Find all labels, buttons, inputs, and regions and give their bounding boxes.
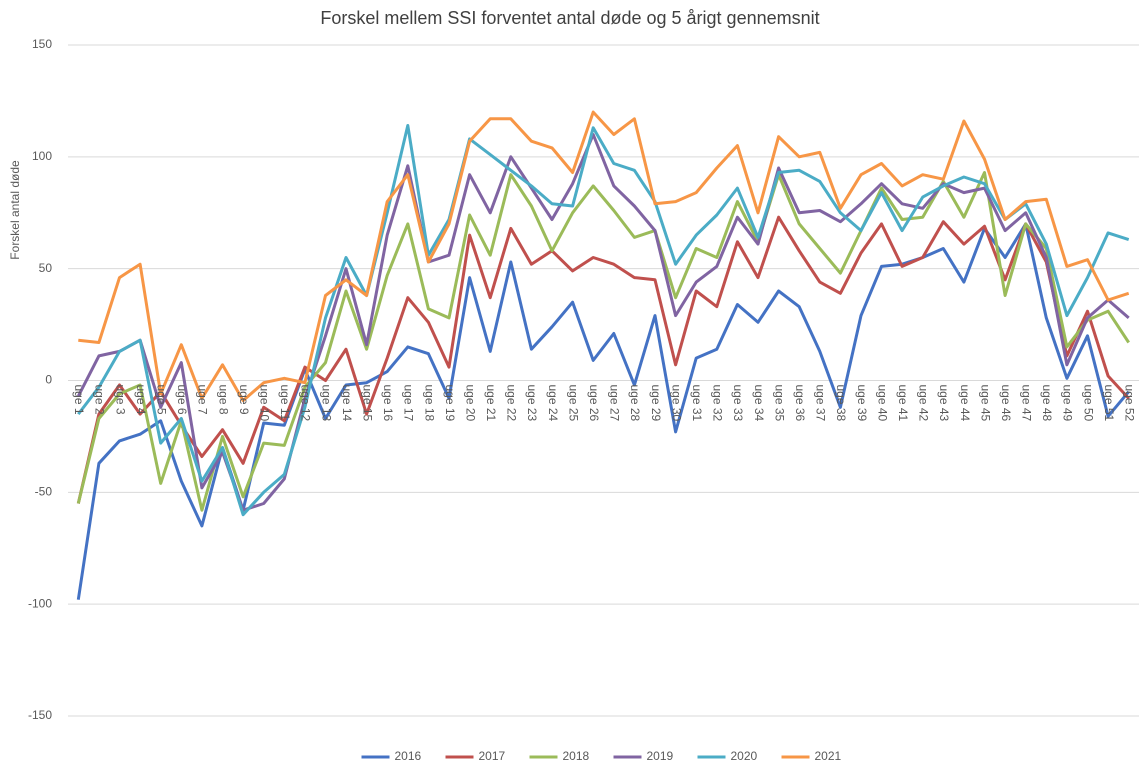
x-tick-label: uge 41 — [896, 385, 910, 422]
x-tick-label: uge 27 — [608, 385, 622, 422]
x-tick-label: uge 11 — [278, 385, 292, 421]
y-tick-label: 0 — [45, 373, 52, 387]
x-tick-label: uge 13 — [319, 385, 333, 422]
y-axis-label: Forskel antal døde — [8, 160, 22, 260]
x-tick-label: uge 4 — [134, 385, 148, 415]
legend-label: 2019 — [647, 749, 674, 763]
x-tick-label: uge 22 — [505, 385, 519, 422]
x-tick-label: uge 45 — [978, 385, 992, 422]
x-tick-label: uge 7 — [196, 385, 210, 415]
series-line — [78, 110, 1130, 403]
x-tick-label: uge 32 — [711, 385, 725, 422]
x-tick-label: uge 46 — [999, 385, 1013, 422]
x-tick-label: uge 21 — [484, 385, 498, 422]
x-tick-label: uge 33 — [731, 385, 745, 422]
legend-label: 2018 — [563, 749, 590, 763]
series-line — [77, 124, 1130, 517]
x-tick-label: uge 14 — [340, 385, 354, 422]
x-tick-label: uge 51 — [1102, 385, 1116, 422]
x-tick-label: uge 6 — [175, 385, 189, 415]
x-tick-label: uge 49 — [1061, 385, 1075, 422]
x-tick-label: uge 37 — [814, 385, 828, 422]
x-tick-label: uge 52 — [1123, 385, 1137, 422]
legend-label: 2020 — [731, 749, 758, 763]
x-tick-label: uge 35 — [772, 385, 786, 422]
x-tick-label: uge 50 — [1081, 385, 1095, 422]
y-tick-label: -150 — [28, 708, 52, 722]
y-tick-label: -50 — [35, 485, 53, 499]
y-tick-label: 150 — [32, 37, 52, 51]
y-tick-label: 100 — [32, 149, 52, 163]
legend-label: 2021 — [815, 749, 842, 763]
series-line — [76, 215, 1130, 504]
x-tick-label: uge 29 — [649, 385, 663, 422]
x-tick-label: uge 8 — [216, 385, 230, 415]
x-tick-label: uge 20 — [463, 385, 477, 422]
x-tick-label: uge 34 — [752, 385, 766, 422]
x-tick-label: uge 15 — [360, 385, 374, 422]
x-tick-label: uge 47 — [1020, 385, 1034, 422]
x-tick-label: uge 5 — [155, 385, 169, 415]
x-tick-label: uge 17 — [402, 385, 416, 422]
x-tick-label: uge 39 — [855, 385, 869, 422]
x-tick-label: uge 43 — [937, 385, 951, 422]
x-tick-label: uge 30 — [669, 385, 683, 422]
x-tick-label: uge 23 — [525, 385, 539, 422]
x-tick-label: uge 40 — [875, 385, 889, 422]
x-tick-label: uge 10 — [257, 385, 271, 422]
x-tick-label: uge 26 — [587, 385, 601, 422]
x-tick-label: uge 28 — [628, 385, 642, 422]
legend-label: 2016 — [395, 749, 422, 763]
x-tick-label: uge 24 — [546, 385, 560, 422]
x-tick-label: uge 9 — [237, 385, 251, 415]
x-tick-label: uge 16 — [381, 385, 395, 422]
x-tick-label: uge 31 — [690, 385, 704, 422]
x-tick-label: uge 2 — [93, 385, 107, 415]
chart-title: Forskel mellem SSI forventet antal døde … — [320, 8, 819, 28]
x-tick-label: uge 3 — [113, 385, 127, 415]
x-tick-label: uge 18 — [422, 385, 436, 422]
series-line — [76, 171, 1130, 512]
series-line — [76, 133, 1130, 512]
x-tick-label: uge 36 — [793, 385, 807, 422]
x-tick-label: uge 42 — [917, 385, 931, 422]
y-tick-label: 50 — [39, 261, 53, 275]
x-tick-label: uge 25 — [566, 385, 580, 422]
x-tick-label: uge 38 — [834, 385, 848, 422]
x-tick-label: uge 44 — [958, 385, 972, 422]
x-tick-label: uge 19 — [443, 385, 457, 422]
legend-label: 2017 — [479, 749, 506, 763]
x-tick-label: uge 1 — [72, 385, 86, 415]
x-tick-label: uge 48 — [1040, 385, 1054, 422]
x-tick-label: uge 12 — [299, 385, 313, 422]
y-tick-label: -100 — [28, 596, 52, 610]
